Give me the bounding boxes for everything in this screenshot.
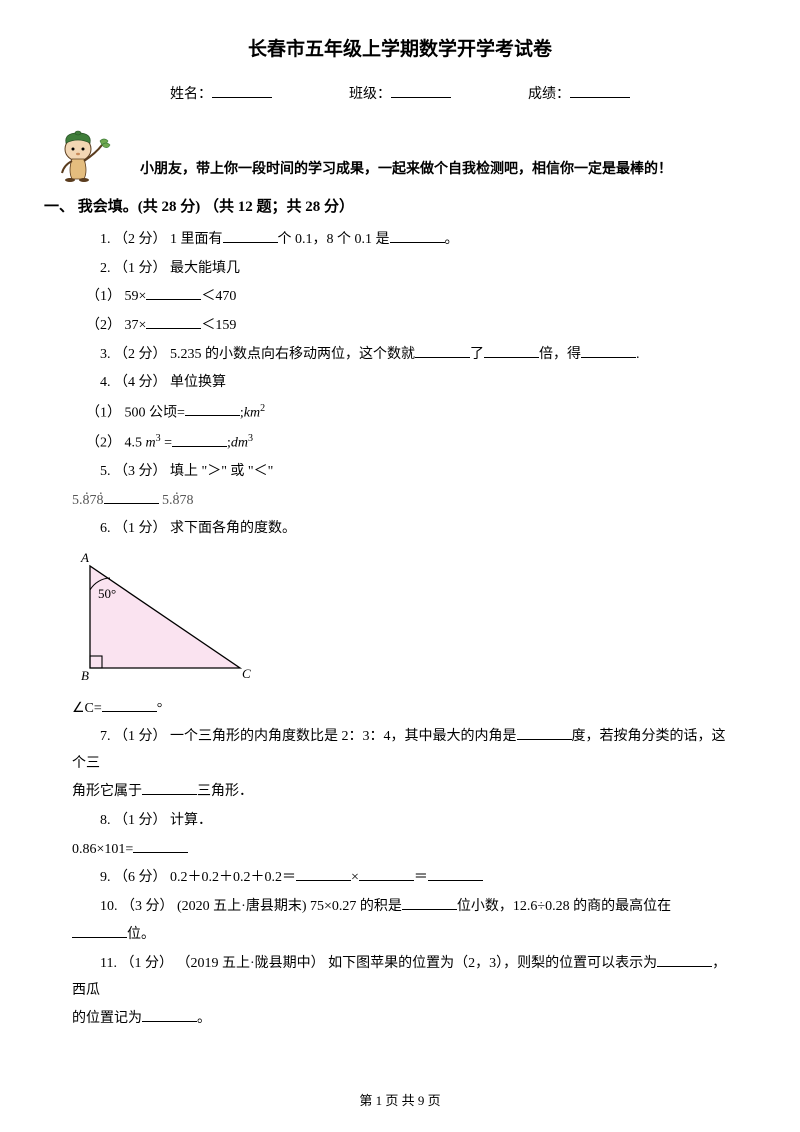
triangle-figure: A B C 50° <box>72 548 728 694</box>
q3-blank-3[interactable] <box>581 344 636 358</box>
question-11-cont: 的位置记为。 <box>72 1006 728 1033</box>
question-8: 8. （1 分） 计算． <box>72 808 728 835</box>
page-footer: 第 1 页 共 9 页 <box>0 1089 800 1114</box>
q9-blank-3[interactable] <box>428 867 483 881</box>
q10-blank-2[interactable] <box>72 924 127 938</box>
question-4: 4. （4 分） 单位换算 <box>72 370 728 397</box>
q1-blank-2[interactable] <box>390 229 445 243</box>
class-blank[interactable] <box>391 84 451 98</box>
question-5-expr: 5.878 5.878 <box>72 488 728 515</box>
q10-blank-1[interactable] <box>402 896 457 910</box>
name-label: 姓名： <box>170 82 212 109</box>
class-label: 班级： <box>349 82 391 109</box>
q1-blank-1[interactable] <box>223 229 278 243</box>
vertex-b: B <box>81 668 89 683</box>
q9-blank-2[interactable] <box>359 867 414 881</box>
q9-blank-1[interactable] <box>296 867 351 881</box>
question-2-1: （1） 59×＜470 <box>72 284 728 311</box>
q4-1-blank[interactable] <box>185 402 240 416</box>
question-7-cont: 角形它属于三角形． <box>72 779 728 806</box>
q3-blank-2[interactable] <box>484 344 539 358</box>
q11-blank-1[interactable] <box>657 953 712 967</box>
score-blank[interactable] <box>570 84 630 98</box>
mascot-row: 小朋友，带上你一段时间的学习成果，一起来做个自我检测吧，相信你一定是最棒的！ <box>72 127 728 183</box>
question-1: 1. （2 分） 1 里面有个 0.1，8 个 0.1 是。 <box>72 227 728 254</box>
question-9: 9. （6 分） 0.2＋0.2＋0.2＋0.2＝×＝ <box>72 865 728 892</box>
encouragement-text: 小朋友，带上你一段时间的学习成果，一起来做个自我检测吧，相信你一定是最棒的！ <box>140 155 672 182</box>
vertex-c: C <box>242 666 251 681</box>
vertex-a: A <box>80 550 89 565</box>
q7-blank-1[interactable] <box>517 726 572 740</box>
section-1-header: 一、 我会填。(共 28 分) （共 12 题；共 28 分） <box>44 193 728 222</box>
question-6: 6. （1 分） 求下面各角的度数。 <box>72 516 728 543</box>
question-5: 5. （3 分） 填上 "＞" 或 "＜" <box>72 459 728 486</box>
question-6-answer: ∠C=° <box>72 696 728 723</box>
question-4-1: （1） 500 公顷=;km2 <box>72 399 728 427</box>
q5-right-num: 5.878 <box>162 493 194 508</box>
q5-blank[interactable] <box>104 490 159 504</box>
page-title: 长春市五年级上学期数学开学考试卷 <box>72 32 728 68</box>
q2-2-blank[interactable] <box>146 315 201 329</box>
name-blank[interactable] <box>212 84 272 98</box>
student-info-line: 姓名： 班级： 成绩： <box>72 82 728 109</box>
question-8-expr: 0.86×101= <box>72 837 728 864</box>
q7-blank-2[interactable] <box>142 781 197 795</box>
question-2-2: （2） 37×＜159 <box>72 313 728 340</box>
q5-left-num: 5.878 <box>72 493 104 508</box>
score-label: 成绩： <box>528 82 570 109</box>
question-10: 10. （3 分） (2020 五上·唐县期末) 75×0.27 的积是位小数，… <box>72 894 728 921</box>
q6-blank[interactable] <box>102 698 157 712</box>
question-11: 11. （1 分） （2019 五上·陇县期中） 如下图苹果的位置为（2，3），… <box>72 951 728 1004</box>
q2-1-blank[interactable] <box>146 286 201 300</box>
q3-blank-1[interactable] <box>415 344 470 358</box>
angle-50: 50° <box>98 586 116 601</box>
question-10-cont: 位。 <box>72 922 728 949</box>
question-2: 2. （1 分） 最大能填几 <box>72 256 728 283</box>
triangle-svg: A B C 50° <box>72 548 257 683</box>
q8-blank[interactable] <box>133 839 188 853</box>
mascot-icon <box>54 127 114 183</box>
q11-blank-2[interactable] <box>142 1008 197 1022</box>
question-4-2: （2） 4.5 m3 =;dm3 <box>72 429 728 457</box>
q4-2-blank[interactable] <box>172 433 227 447</box>
question-7: 7. （1 分） 一个三角形的内角度数比是 2：3：4，其中最大的内角是度，若按… <box>72 724 728 777</box>
question-3: 3. （2 分） 5.235 的小数点向右移动两位，这个数就了倍，得. <box>72 342 728 369</box>
